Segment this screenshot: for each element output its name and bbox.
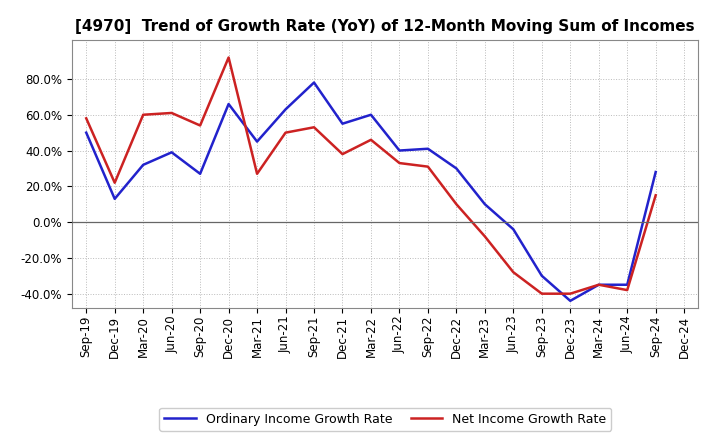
Ordinary Income Growth Rate [225, 101, 233, 106]
Ordinary Income Growth Rate [253, 139, 261, 144]
Net Income Growth Rate [452, 202, 461, 207]
Net Income Growth Rate [82, 116, 91, 121]
Ordinary Income Growth Rate [110, 196, 119, 202]
Net Income Growth Rate [282, 130, 290, 135]
Ordinary Income Growth Rate [310, 80, 318, 85]
Ordinary Income Growth Rate [652, 169, 660, 175]
Net Income Growth Rate [225, 55, 233, 60]
Ordinary Income Growth Rate [537, 273, 546, 279]
Net Income Growth Rate [167, 110, 176, 116]
Ordinary Income Growth Rate [423, 146, 432, 151]
Line: Ordinary Income Growth Rate: Ordinary Income Growth Rate [86, 83, 656, 301]
Net Income Growth Rate [566, 291, 575, 296]
Ordinary Income Growth Rate [452, 166, 461, 171]
Ordinary Income Growth Rate [509, 227, 518, 232]
Ordinary Income Growth Rate [595, 282, 603, 287]
Net Income Growth Rate [110, 180, 119, 185]
Net Income Growth Rate [253, 171, 261, 176]
Ordinary Income Growth Rate [282, 107, 290, 112]
Ordinary Income Growth Rate [338, 121, 347, 126]
Net Income Growth Rate [366, 137, 375, 143]
Ordinary Income Growth Rate [566, 298, 575, 304]
Ordinary Income Growth Rate [139, 162, 148, 168]
Line: Net Income Growth Rate: Net Income Growth Rate [86, 58, 656, 293]
Ordinary Income Growth Rate [196, 171, 204, 176]
Net Income Growth Rate [623, 287, 631, 293]
Ordinary Income Growth Rate [623, 282, 631, 287]
Net Income Growth Rate [537, 291, 546, 296]
Net Income Growth Rate [310, 125, 318, 130]
Net Income Growth Rate [196, 123, 204, 128]
Net Income Growth Rate [423, 164, 432, 169]
Title: [4970]  Trend of Growth Rate (YoY) of 12-Month Moving Sum of Incomes: [4970] Trend of Growth Rate (YoY) of 12-… [76, 19, 695, 34]
Net Income Growth Rate [139, 112, 148, 117]
Ordinary Income Growth Rate [366, 112, 375, 117]
Net Income Growth Rate [480, 234, 489, 239]
Legend: Ordinary Income Growth Rate, Net Income Growth Rate: Ordinary Income Growth Rate, Net Income … [159, 407, 611, 431]
Ordinary Income Growth Rate [82, 130, 91, 135]
Net Income Growth Rate [338, 151, 347, 157]
Ordinary Income Growth Rate [167, 150, 176, 155]
Ordinary Income Growth Rate [480, 202, 489, 207]
Net Income Growth Rate [509, 270, 518, 275]
Net Income Growth Rate [395, 161, 404, 166]
Net Income Growth Rate [652, 193, 660, 198]
Net Income Growth Rate [595, 282, 603, 287]
Ordinary Income Growth Rate [395, 148, 404, 153]
